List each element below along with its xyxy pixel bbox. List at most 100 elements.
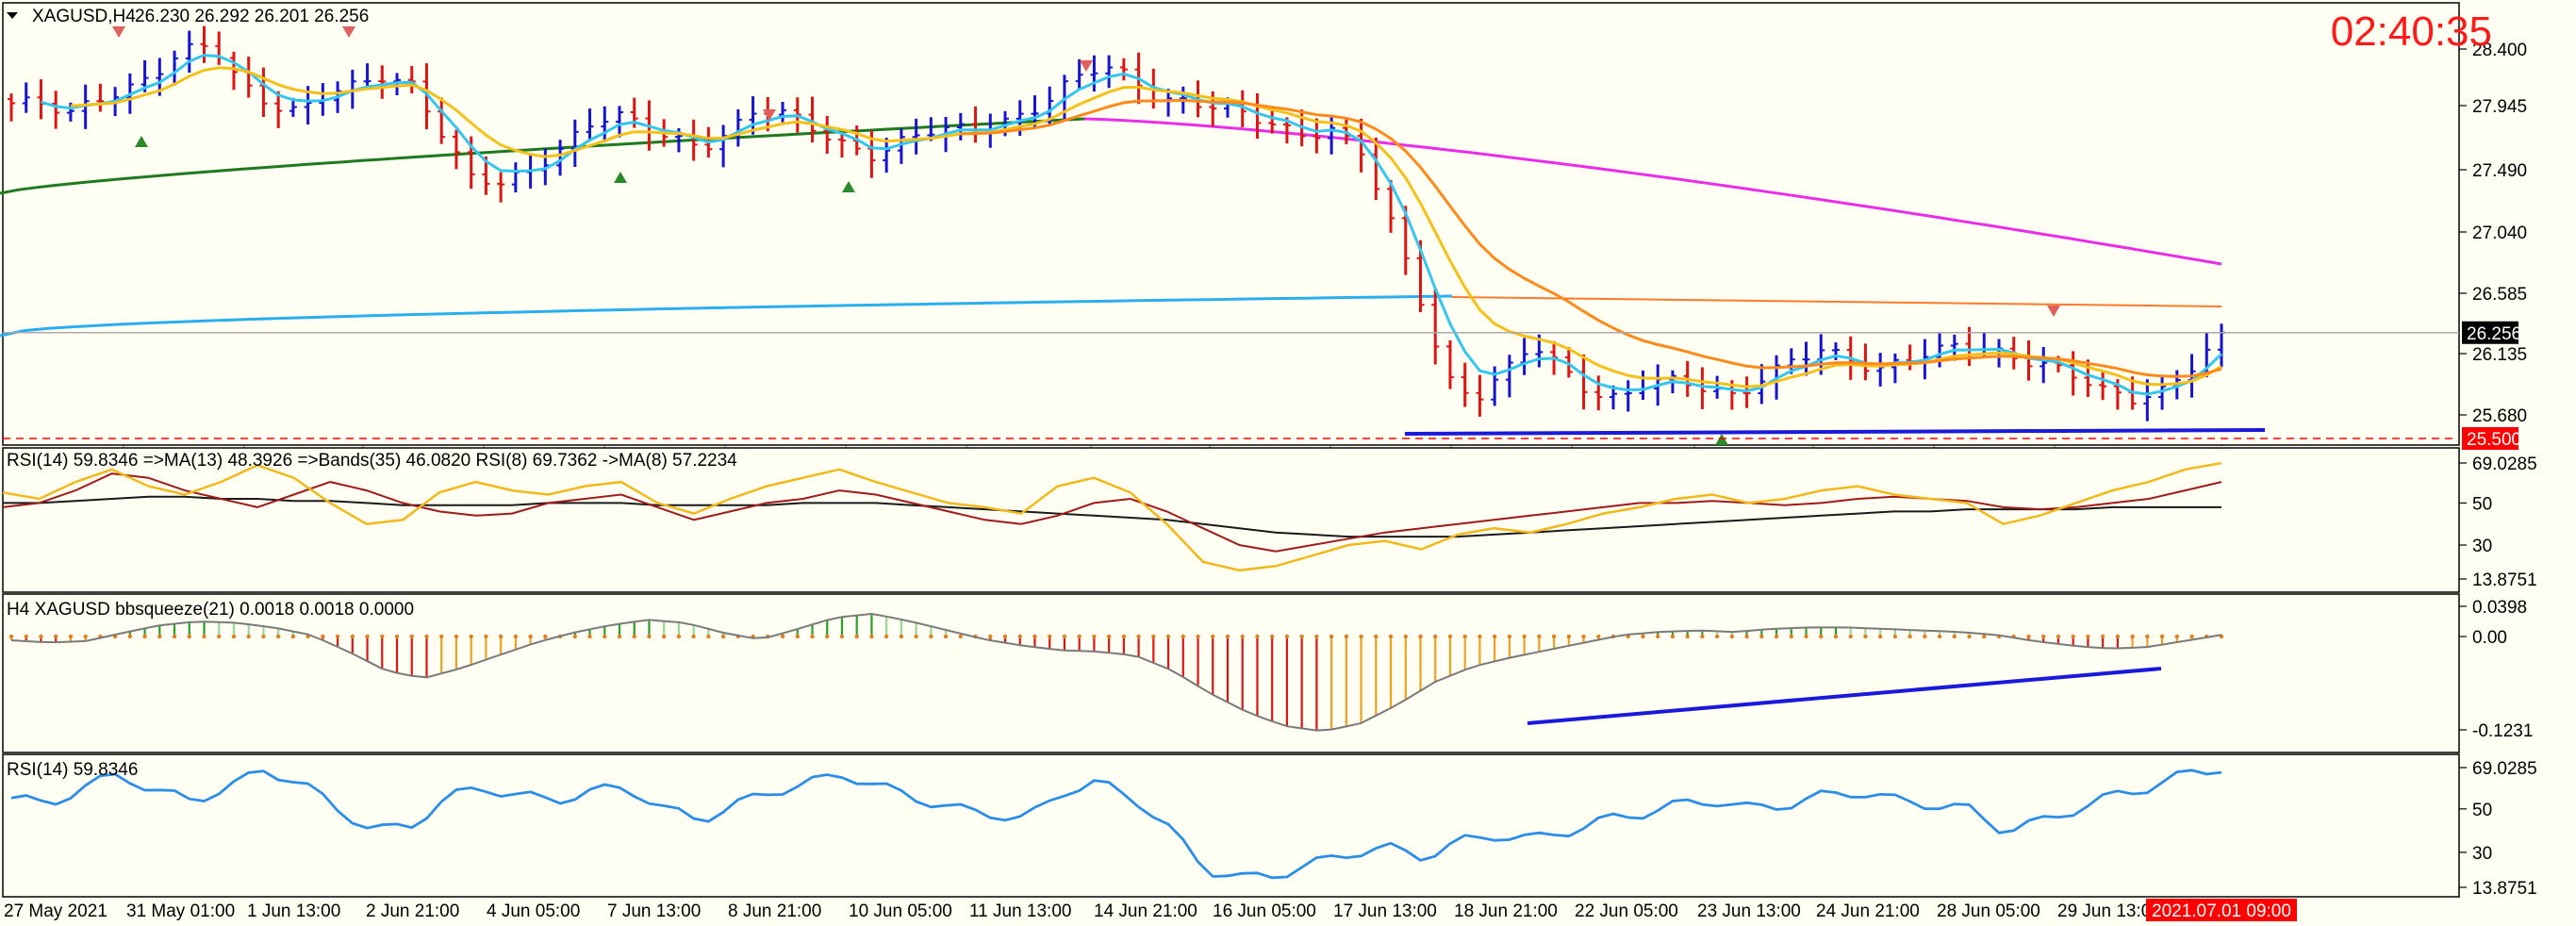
squeeze-dot bbox=[572, 634, 577, 639]
squeeze-dot bbox=[1492, 634, 1497, 639]
squeeze-dot bbox=[587, 634, 592, 639]
squeeze-dot bbox=[1804, 634, 1808, 639]
squeeze-dot bbox=[53, 634, 58, 639]
squeeze-dot bbox=[24, 634, 28, 639]
squeeze-dot bbox=[958, 634, 964, 639]
squeeze-dot bbox=[2041, 634, 2046, 639]
squeeze-dot bbox=[647, 634, 652, 639]
fractal-up-marker bbox=[135, 136, 148, 147]
squeeze-dot bbox=[157, 634, 162, 639]
squeeze-dot bbox=[899, 634, 904, 639]
squeeze-dot bbox=[543, 634, 548, 639]
squeeze-dot bbox=[469, 634, 473, 639]
time-label: 8 Jun 21:00 bbox=[728, 901, 821, 921]
squeeze-dot bbox=[1522, 634, 1527, 639]
time-label: 2 Jun 21:00 bbox=[366, 901, 459, 921]
squeeze-dot bbox=[1982, 634, 1987, 639]
time-label: 11 Jun 13:00 bbox=[969, 901, 1071, 921]
squeeze-dot bbox=[1359, 634, 1363, 639]
squeeze-dot bbox=[202, 634, 206, 639]
squeeze-dot bbox=[2115, 634, 2121, 639]
squeeze-dot bbox=[142, 634, 147, 639]
fractal-up-marker bbox=[614, 172, 627, 183]
squeeze-dot bbox=[439, 634, 444, 639]
fractal-down-marker bbox=[1080, 60, 1093, 72]
squeeze-dot bbox=[2130, 634, 2135, 639]
squeeze-dot bbox=[1937, 634, 1942, 639]
rsi14-panel bbox=[10, 769, 2222, 880]
squeeze-dot bbox=[795, 634, 800, 639]
squeeze-dot bbox=[1596, 634, 1601, 639]
squeeze-dot bbox=[869, 634, 874, 639]
squeeze-dot bbox=[1863, 634, 1868, 639]
squeeze-trend-line bbox=[1527, 667, 2162, 725]
short-moving-averages bbox=[41, 53, 2223, 396]
squeeze-dot bbox=[854, 634, 859, 639]
time-label: 31 May 01:00 bbox=[126, 901, 235, 921]
squeeze-dot bbox=[187, 634, 191, 639]
squeeze-dot bbox=[1641, 634, 1645, 639]
squeeze-dot bbox=[1923, 634, 1927, 639]
trend-lines[interactable] bbox=[1404, 428, 2266, 725]
squeeze-dot bbox=[1196, 634, 1200, 639]
squeeze-dot bbox=[365, 634, 370, 639]
time-label: 22 Jun 05:00 bbox=[1575, 901, 1678, 921]
time-label: 18 Jun 21:00 bbox=[1454, 901, 1558, 921]
price-tick-label: 25.680 bbox=[2472, 406, 2527, 426]
time-label: 24 Jun 21:00 bbox=[1816, 901, 1920, 921]
squeeze-dot bbox=[617, 634, 622, 639]
panel-frame bbox=[2, 753, 2460, 898]
long-ma-green bbox=[0, 117, 1085, 195]
squeeze-dot bbox=[1121, 634, 1127, 639]
rsi-tick-label: 69.0285 bbox=[2472, 455, 2537, 474]
fractal-down-marker bbox=[763, 109, 776, 121]
squeeze-dot bbox=[290, 634, 296, 639]
squeeze-dot bbox=[1537, 634, 1542, 639]
squeeze-dot bbox=[1700, 634, 1705, 639]
squeeze-dot bbox=[1670, 634, 1676, 639]
squeeze-tick-label: 0.0398 bbox=[2472, 598, 2527, 618]
time-label: 28 Jun 05:00 bbox=[1937, 901, 2040, 921]
time-label: 27 May 2021 bbox=[4, 901, 107, 921]
time-label: 17 Jun 13:00 bbox=[1333, 901, 1437, 921]
squeeze-dot bbox=[691, 634, 696, 639]
rsi2-tick-label: 69.0285 bbox=[2472, 759, 2537, 779]
rsi2-tick-label: 50 bbox=[2472, 801, 2492, 820]
ohlc-label: 26.230 26.292 26.201 26.256 bbox=[135, 7, 369, 26]
time-axis: 27 May 2021 31 May 01:00 1 Jun 13:00 2 Jun … bbox=[4, 899, 2297, 921]
squeeze-dot bbox=[1048, 634, 1052, 639]
price-tick-label: 27.945 bbox=[2472, 97, 2527, 117]
squeeze-dot bbox=[484, 634, 488, 639]
squeeze-tick-label: -0.1231 bbox=[2472, 721, 2533, 741]
rsi14-line bbox=[10, 769, 2222, 880]
squeeze-dot bbox=[454, 634, 459, 639]
rsi2-panel-label: RSI(14) 59.8346 bbox=[7, 760, 138, 780]
squeeze-dot bbox=[780, 634, 785, 639]
squeeze-dot bbox=[8, 634, 14, 639]
squeeze-dot bbox=[528, 634, 533, 639]
squeeze-dot bbox=[261, 634, 266, 639]
rsi-tick-label: 50 bbox=[2472, 494, 2492, 514]
squeeze-dot bbox=[335, 634, 340, 639]
squeeze-dot bbox=[1181, 634, 1185, 639]
squeeze-dot bbox=[513, 634, 519, 639]
rsi2-tick-label: 13.8751 bbox=[2472, 879, 2537, 899]
squeeze-dot bbox=[1714, 634, 1720, 639]
squeeze-panel bbox=[8, 612, 2224, 732]
panel-frame bbox=[2, 2, 2460, 446]
squeeze-dot bbox=[1566, 634, 1572, 639]
squeeze-dot bbox=[1017, 634, 1022, 639]
squeeze-dot bbox=[350, 634, 355, 639]
squeeze-dot bbox=[1507, 634, 1512, 639]
squeeze-dot bbox=[1388, 634, 1394, 639]
squeeze-dot bbox=[1255, 634, 1260, 639]
squeeze-dot bbox=[1374, 634, 1379, 639]
squeeze-dot bbox=[1136, 634, 1141, 639]
squeeze-dot bbox=[1225, 634, 1230, 639]
squeeze-dot bbox=[1848, 634, 1853, 639]
time-label: 7 Jun 13:00 bbox=[607, 901, 701, 921]
squeeze-dot bbox=[883, 634, 889, 639]
squeeze-dot bbox=[943, 634, 949, 639]
squeeze-dot bbox=[1433, 634, 1438, 639]
